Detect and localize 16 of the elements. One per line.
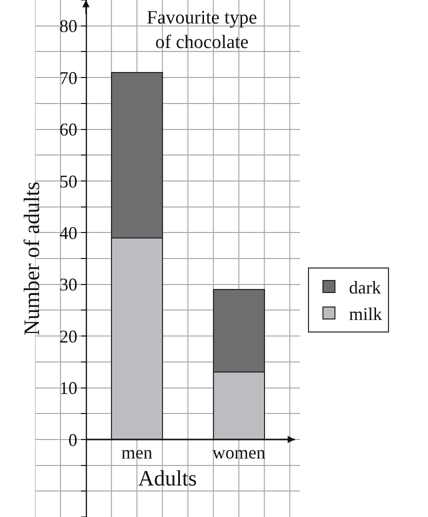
legend-label: dark	[348, 278, 381, 298]
y-tick-label: 10	[59, 378, 78, 398]
y-tick-label: 80	[59, 16, 78, 36]
y-tick-label: 0	[68, 430, 78, 450]
legend-label: milk	[348, 304, 382, 324]
x-tick-label: men	[121, 442, 152, 462]
y-tick-label: 30	[59, 274, 78, 295]
y-tick-label: 40	[59, 222, 78, 243]
y-tick-label: 60	[59, 120, 78, 140]
text: Favourite type of chocolate	[146, 7, 258, 53]
y-tick-label: 50	[59, 171, 78, 192]
y-axis-title: Number of adults	[19, 182, 44, 336]
x-axis-title: Adults	[138, 465, 197, 490]
y-tick-label: 70	[59, 68, 78, 88]
y-tick-label: 20	[59, 326, 78, 346]
x-tick-label: women	[212, 442, 266, 462]
